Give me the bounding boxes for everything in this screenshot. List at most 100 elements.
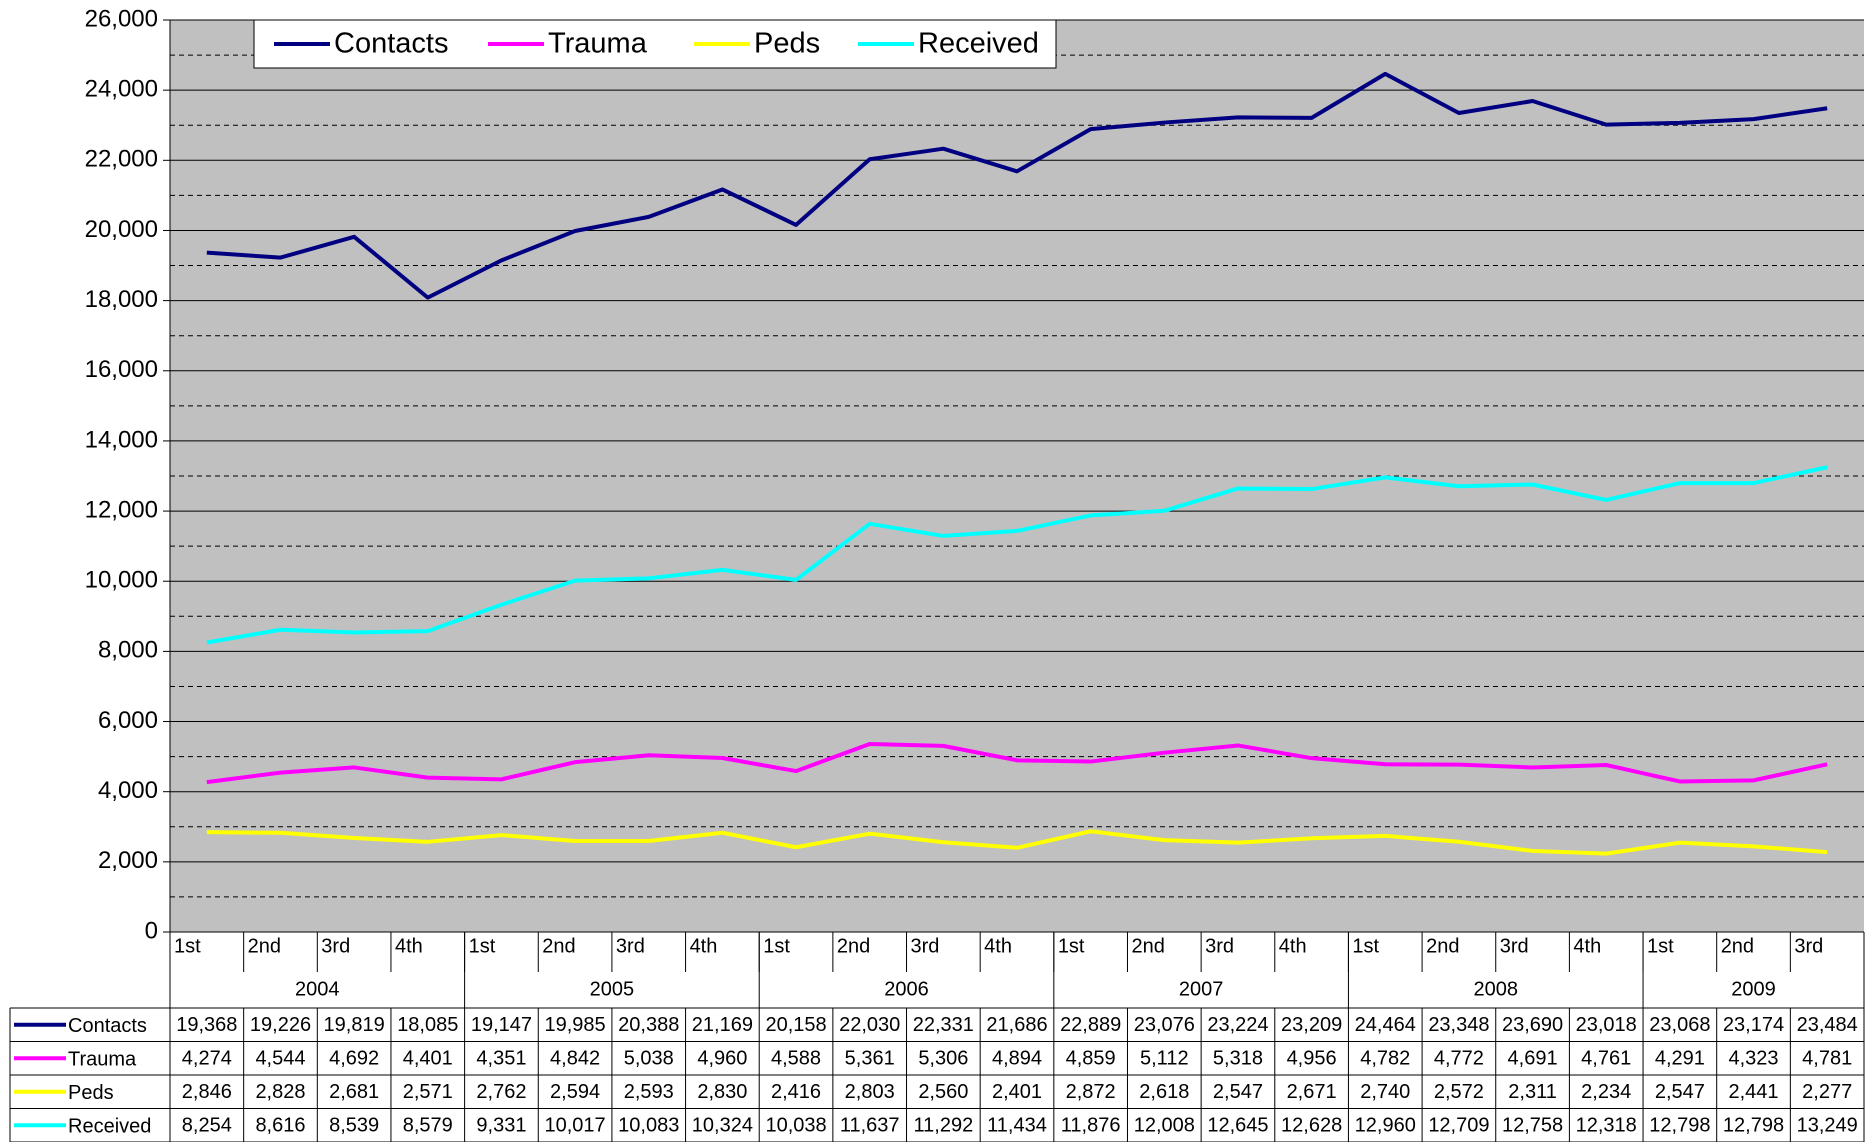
- table-cell: 4,692: [329, 1048, 379, 1070]
- y-tick-label: 6,000: [98, 707, 158, 734]
- y-tick-label: 24,000: [85, 75, 158, 102]
- table-cell: 12,960: [1355, 1115, 1416, 1137]
- table-cell: 13,249: [1797, 1115, 1858, 1137]
- table-cell: 23,348: [1428, 1014, 1489, 1036]
- x-tick-label: 3rd: [321, 935, 350, 957]
- x-tick-label: 3rd: [911, 935, 940, 957]
- table-cell: 2,803: [845, 1081, 895, 1103]
- x-tick-label: 2nd: [1721, 935, 1754, 957]
- x-tick-label: 1st: [469, 935, 496, 957]
- table-cell: 2,401: [992, 1081, 1042, 1103]
- table-cell: 12,798: [1723, 1115, 1784, 1137]
- table-cell: 5,318: [1213, 1048, 1263, 1070]
- table-cell: 4,859: [1066, 1048, 1116, 1070]
- table-cell: 10,324: [692, 1115, 753, 1137]
- table-cell: 8,254: [182, 1115, 232, 1137]
- table-row-label: Received: [68, 1116, 151, 1138]
- x-group-label: 2009: [1731, 978, 1776, 1000]
- x-tick-label: 3rd: [1794, 935, 1823, 957]
- x-group-label: 2006: [884, 978, 929, 1000]
- table-cell: 8,579: [403, 1115, 453, 1137]
- x-tick-label: 4th: [1279, 935, 1307, 957]
- table-cell: 12,758: [1502, 1115, 1563, 1137]
- table-cell: 5,361: [845, 1048, 895, 1070]
- x-tick-label: 4th: [690, 935, 718, 957]
- y-tick-label: 14,000: [85, 426, 158, 453]
- table-cell: 5,112: [1140, 1048, 1189, 1070]
- table-cell: 4,842: [550, 1048, 600, 1070]
- table-cell: 2,572: [1434, 1081, 1484, 1103]
- table-cell: 4,291: [1655, 1048, 1705, 1070]
- y-tick-label: 16,000: [85, 356, 158, 383]
- table-cell: 2,828: [255, 1081, 305, 1103]
- table-cell: 4,782: [1360, 1048, 1410, 1070]
- y-tick-label: 4,000: [98, 777, 158, 804]
- table-cell: 23,174: [1723, 1014, 1784, 1036]
- legend-label: Trauma: [548, 28, 648, 60]
- legend-box: [253, 19, 1057, 69]
- table-cell: 19,819: [324, 1014, 385, 1036]
- table-cell: 22,331: [913, 1014, 974, 1036]
- y-tick-label: 22,000: [85, 146, 158, 173]
- x-tick-label: 1st: [763, 935, 790, 957]
- x-tick-label: 1st: [1647, 935, 1674, 957]
- table-cell: 4,781: [1802, 1048, 1852, 1070]
- x-tick-label: 2nd: [837, 935, 870, 957]
- series-line: [206, 465, 1828, 645]
- table-cell: 23,484: [1797, 1014, 1858, 1036]
- table-cell: 11,637: [840, 1115, 900, 1137]
- table-cell: 4,772: [1434, 1048, 1484, 1070]
- table-row-label: Trauma: [68, 1049, 137, 1071]
- table-cell: 23,018: [1576, 1014, 1637, 1036]
- table-cell: 22,030: [839, 1014, 900, 1036]
- table-cell: 19,368: [176, 1014, 237, 1036]
- table-cell: 4,323: [1728, 1048, 1778, 1070]
- table-cell: 2,671: [1287, 1081, 1337, 1103]
- y-tick-label: 26,000: [85, 5, 158, 32]
- table-cell: 2,594: [550, 1081, 600, 1103]
- legend-label: Peds: [754, 28, 820, 60]
- legend-label: Received: [918, 28, 1039, 60]
- table-cell: 2,416: [771, 1081, 821, 1103]
- table-cell: 4,691: [1508, 1048, 1558, 1070]
- table-cell: 19,226: [250, 1014, 311, 1036]
- table-cell: 11,292: [914, 1115, 974, 1137]
- table-cell: 21,169: [692, 1014, 753, 1036]
- table-cell: 2,618: [1139, 1081, 1189, 1103]
- table-cell: 20,388: [618, 1014, 679, 1036]
- y-tick-label: 2,000: [98, 847, 158, 874]
- table-cell: 4,761: [1581, 1048, 1631, 1070]
- x-group-label: 2007: [1179, 978, 1224, 1000]
- table-cell: 4,960: [697, 1048, 747, 1070]
- x-tick-label: 1st: [1352, 935, 1379, 957]
- table-cell: 4,894: [992, 1048, 1042, 1070]
- x-tick-label: 3rd: [616, 935, 645, 957]
- table-cell: 2,571: [403, 1081, 453, 1103]
- table-cell: 2,830: [697, 1081, 747, 1103]
- table-cell: 4,956: [1287, 1048, 1337, 1070]
- x-tick-label: 1st: [174, 935, 201, 957]
- table-cell: 10,017: [545, 1115, 606, 1137]
- table-cell: 12,318: [1576, 1115, 1637, 1137]
- table-cell: 2,762: [476, 1081, 526, 1103]
- table-cell: 12,709: [1428, 1115, 1489, 1137]
- table-cell: 4,544: [255, 1048, 305, 1070]
- x-group-label: 2008: [1473, 978, 1518, 1000]
- legend-label: Contacts: [334, 28, 448, 60]
- y-tick-label: 20,000: [85, 216, 158, 243]
- table-cell: 23,690: [1502, 1014, 1563, 1036]
- table-cell: 4,274: [182, 1048, 232, 1070]
- table-cell: 2,441: [1728, 1081, 1778, 1103]
- table-cell: 4,401: [403, 1048, 453, 1070]
- table-cell: 19,985: [545, 1014, 606, 1036]
- series-line: [206, 71, 1828, 300]
- table-cell: 12,008: [1134, 1115, 1195, 1137]
- y-tick-label: 12,000: [85, 496, 158, 523]
- table-cell: 21,686: [986, 1014, 1047, 1036]
- y-tick-label: 10,000: [85, 567, 158, 594]
- series-line: [206, 829, 1828, 856]
- table-cell: 23,224: [1207, 1014, 1268, 1036]
- table-cell: 4,351: [476, 1048, 526, 1070]
